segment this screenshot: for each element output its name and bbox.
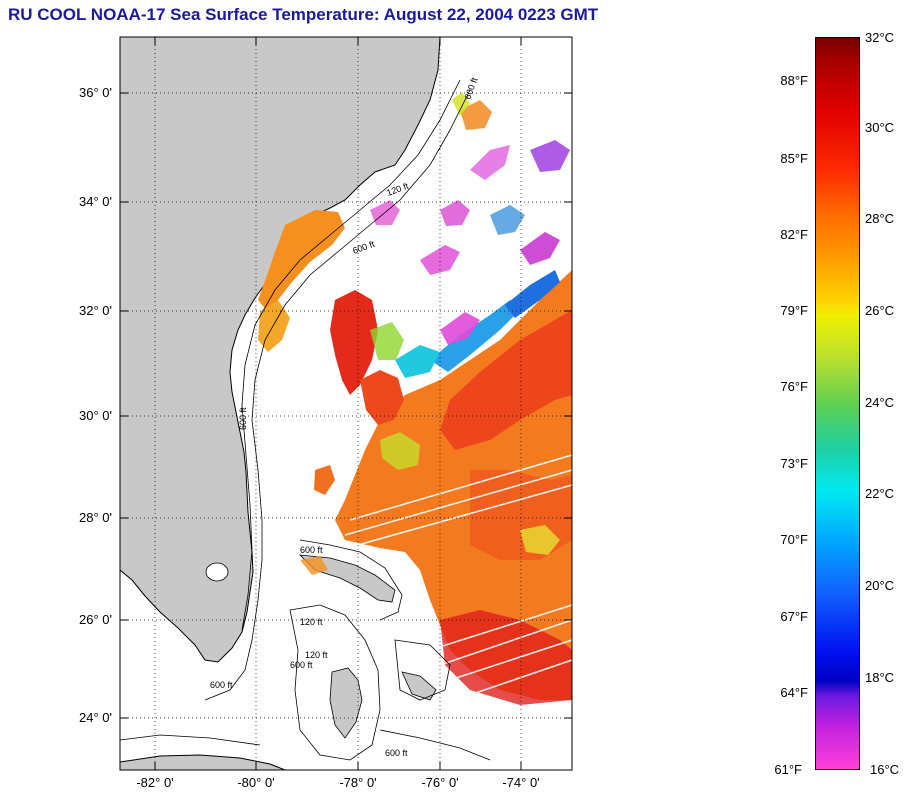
fahrenheit-label: 64°F xyxy=(780,685,808,700)
lat-label: 28° 0' xyxy=(79,510,112,525)
land-cuba xyxy=(120,754,286,770)
depth-contours xyxy=(120,79,491,761)
lat-label: 24° 0' xyxy=(79,710,112,725)
land-bahamas-andros xyxy=(329,667,363,739)
contour-label: 600 ft xyxy=(210,680,233,690)
lat-label: 30° 0' xyxy=(79,408,112,423)
temperature-colorbar xyxy=(815,37,860,770)
lat-label: 32° 0' xyxy=(79,303,112,318)
fahrenheit-label: 79°F xyxy=(780,303,808,318)
lat-label: 34° 0' xyxy=(79,194,112,209)
contour-label: 600 ft xyxy=(290,660,313,670)
graticule xyxy=(120,37,572,770)
map-border xyxy=(119,36,573,771)
celsius-label: 18°C xyxy=(865,670,895,685)
lon-label: -76° 0' xyxy=(421,775,459,790)
fahrenheit-label: 67°F xyxy=(780,609,808,624)
contour-label: 120 ft xyxy=(300,617,323,627)
fahrenheit-label: 73°F xyxy=(780,456,808,471)
contour-label: 120 ft xyxy=(305,650,328,660)
celsius-label: 20°C xyxy=(865,578,895,593)
fahrenheit-label: 70°F xyxy=(780,532,808,547)
lat-label: 36° 0' xyxy=(79,85,112,100)
celsius-label: 26°C xyxy=(865,303,895,318)
celsius-label: 24°C xyxy=(865,395,895,410)
contour-label: 600 ft xyxy=(300,545,323,555)
celsius-label: 16°C xyxy=(870,762,900,777)
contour-label: 600 ft xyxy=(238,407,248,430)
lat-label: 26° 0' xyxy=(79,612,112,627)
axis-ticks xyxy=(120,37,572,770)
map-title: RU COOL NOAA-17 Sea Surface Temperature:… xyxy=(8,5,599,24)
fahrenheit-label: 82°F xyxy=(780,227,808,242)
celsius-label: 28°C xyxy=(865,211,895,226)
sst-data xyxy=(258,92,572,705)
fahrenheit-label: 88°F xyxy=(780,73,808,88)
lon-label: -74° 0' xyxy=(502,775,540,790)
fahrenheit-label: 61°F xyxy=(774,762,802,777)
lon-label: -82° 0' xyxy=(136,775,174,790)
lake-okeechobee xyxy=(205,562,229,582)
lon-label: -78° 0' xyxy=(339,775,377,790)
celsius-label: 22°C xyxy=(865,486,895,501)
contour-label: 600 ft xyxy=(385,748,408,758)
fahrenheit-label: 76°F xyxy=(780,379,808,394)
fahrenheit-label: 85°F xyxy=(780,151,808,166)
lon-label: -80° 0' xyxy=(237,775,275,790)
celsius-label: 30°C xyxy=(865,120,895,135)
celsius-label: 32°C xyxy=(865,30,895,45)
land-mainland xyxy=(120,37,441,663)
